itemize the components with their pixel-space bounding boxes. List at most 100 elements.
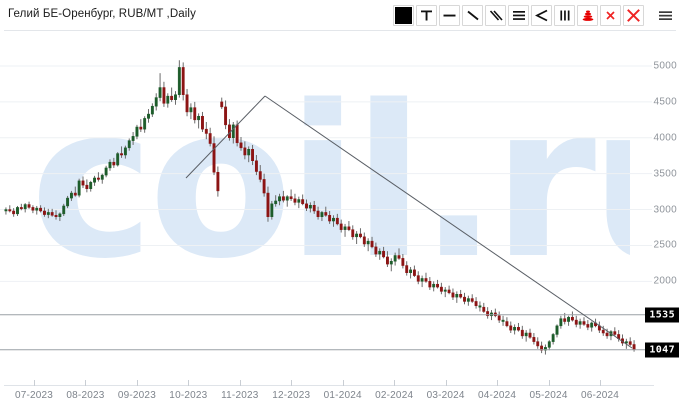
x-axis-tick-label: 06-2024 — [580, 390, 620, 401]
candle-body — [31, 207, 35, 211]
drawing-toolbar[interactable] — [393, 3, 676, 28]
trendline-button[interactable] — [462, 5, 483, 26]
candle-body — [201, 115, 204, 130]
candle-body — [378, 250, 382, 255]
y-axis-tick-label: 3500 — [653, 168, 677, 180]
candle-body — [158, 87, 162, 98]
page-title: Гелий БЕ-Оренбург, RUB/MT ,Daily — [8, 8, 196, 20]
candle-body — [185, 94, 189, 113]
candle-body — [505, 321, 509, 327]
candle-body — [312, 204, 316, 212]
candle-body — [613, 331, 617, 335]
parallel-lines-button[interactable] — [485, 5, 506, 26]
text-icon — [421, 10, 432, 21]
candle-body — [543, 347, 547, 351]
candle-body — [254, 160, 258, 172]
candle-body — [328, 215, 332, 222]
candle-body — [559, 318, 563, 327]
candle-body — [81, 180, 85, 186]
candle-body — [150, 105, 154, 115]
candle-body — [459, 294, 463, 298]
x-axis-tick-label: 01-2024 — [323, 390, 362, 401]
hamburger-menu-icon — [659, 11, 672, 20]
candle-body — [204, 128, 208, 134]
small-red-x-icon — [606, 11, 615, 20]
candle-body — [262, 179, 266, 194]
candle-body — [216, 171, 220, 192]
candle-body — [170, 95, 174, 100]
x-axis-tick-label: 09-2023 — [117, 390, 156, 401]
price-tag: 1535 — [645, 307, 679, 323]
candle-body — [16, 207, 19, 215]
candle-body — [19, 207, 23, 210]
candle-body — [547, 341, 551, 348]
candle-body — [412, 269, 416, 276]
candle-body — [100, 174, 104, 180]
candle-body — [123, 147, 127, 156]
angle-fork-icon — [534, 9, 547, 22]
candle-body — [147, 113, 150, 119]
double-diagonal-line-icon — [489, 10, 503, 21]
candle-body — [108, 161, 112, 169]
x-axis-tick-label: 10-2023 — [169, 390, 208, 401]
candle-body — [289, 196, 293, 200]
candle-body — [139, 126, 143, 130]
candle-body — [501, 319, 505, 322]
candle-body — [555, 325, 559, 335]
color-swatch-button[interactable] — [393, 5, 414, 26]
candle-body — [563, 318, 567, 322]
horizontal-levels-button[interactable] — [508, 5, 529, 26]
candle-body — [474, 301, 478, 306]
candle-body — [551, 334, 555, 342]
x-axis-tick-label: 08-2023 — [66, 390, 105, 401]
x-axis-tick — [497, 380, 499, 386]
candle-body — [370, 240, 374, 248]
candle-body — [177, 67, 181, 95]
candle-body — [393, 255, 397, 262]
vertical-lines-button[interactable] — [554, 5, 575, 26]
candle-body — [281, 196, 285, 201]
x-axis-tick-label: 02-2024 — [375, 390, 414, 401]
y-axis-tick-label: 5000 — [653, 60, 677, 72]
plot-area[interactable]: coil.ru — [0, 31, 680, 378]
candle-body — [274, 200, 278, 205]
delete-selected-button[interactable] — [600, 5, 621, 26]
candle-body — [436, 283, 439, 288]
candle-body — [235, 124, 239, 144]
candle-body — [212, 143, 216, 173]
candle-body — [231, 124, 235, 139]
y-axis-tick-label: 4500 — [653, 96, 677, 108]
candle-body — [66, 197, 70, 207]
candle-body — [93, 177, 97, 183]
fibonacci-fan-button[interactable] — [577, 5, 598, 26]
candle-body — [174, 94, 177, 100]
candle-body — [224, 106, 228, 126]
horizontal-line-button[interactable] — [439, 5, 460, 26]
candle-body — [35, 207, 39, 211]
x-axis-tick-label: 05-2024 — [529, 390, 568, 401]
candle-body — [227, 124, 231, 139]
candle-body — [278, 196, 281, 202]
x-axis: 07-2023 08-2023 09-2023 10-2023 11-2023 12-20… — [0, 378, 680, 409]
text-tool-button[interactable] — [416, 5, 437, 26]
y-axis: 500045004000350030002500200050015351047 — [640, 0, 680, 409]
candle-body — [509, 325, 513, 331]
pitchfork-button[interactable] — [531, 5, 552, 26]
y-axis-tick-label: 2000 — [653, 275, 677, 287]
candle-body — [154, 97, 158, 107]
candle-body — [305, 203, 308, 209]
candle-body — [293, 198, 297, 203]
candle-body — [536, 341, 540, 347]
candle-body — [605, 332, 609, 337]
x-axis-tick — [291, 380, 293, 386]
candle-body — [359, 233, 362, 238]
up-trendline — [185, 95, 266, 179]
candle-body — [374, 246, 378, 255]
x-axis-tick-label: 07-2023 — [14, 390, 54, 401]
candle-body — [466, 298, 470, 302]
menu-button[interactable] — [655, 5, 676, 26]
delete-all-button[interactable] — [623, 5, 644, 26]
candle-body — [89, 182, 93, 189]
candle-body — [39, 207, 43, 212]
